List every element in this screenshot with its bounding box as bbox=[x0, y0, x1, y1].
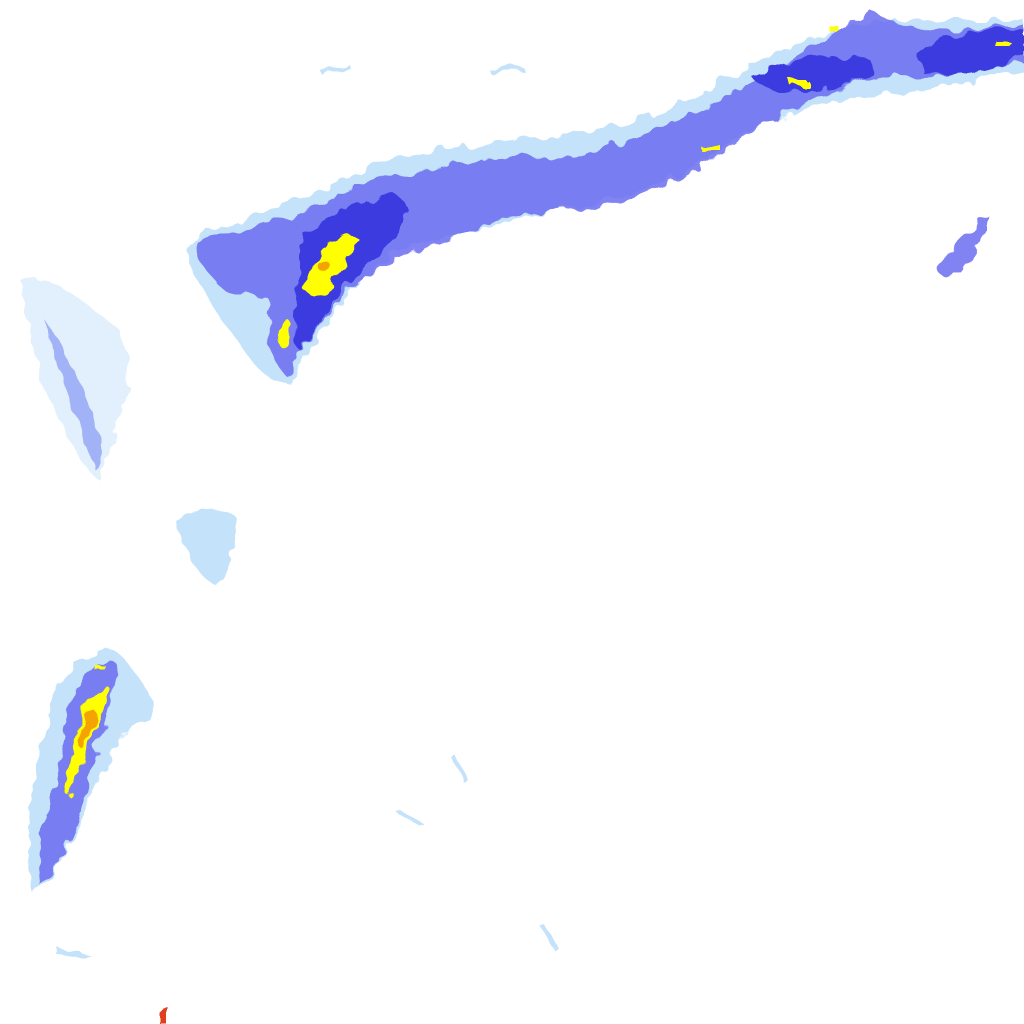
precip-core-ne-4 bbox=[828, 25, 838, 31]
precip-faint-5 bbox=[320, 65, 352, 75]
precip-band-north-medium bbox=[195, 10, 1024, 375]
precip-core-north-small bbox=[277, 318, 290, 348]
precip-core-ne-3 bbox=[995, 40, 1009, 46]
precip-west-light-2 bbox=[20, 278, 129, 480]
precip-faint-1 bbox=[451, 755, 467, 782]
precip-core-sw-small bbox=[95, 665, 105, 670]
precip-cell-e-medium bbox=[938, 215, 989, 277]
precip-faint-3 bbox=[397, 810, 425, 828]
precip-faint-6 bbox=[490, 64, 522, 75]
precip-cell-ne-heavy bbox=[750, 55, 872, 92]
precip-core-ne-1 bbox=[790, 80, 808, 86]
precip-core-north-yellow bbox=[305, 234, 358, 296]
precip-faint-2 bbox=[541, 925, 560, 952]
precip-faint-4 bbox=[58, 950, 90, 961]
precip-west-light-1 bbox=[175, 508, 238, 585]
precip-core-north-orange bbox=[317, 260, 331, 272]
precip-band-north-heavy bbox=[294, 195, 407, 350]
precip-core-sw-orange bbox=[78, 710, 97, 748]
precip-core-ne-2 bbox=[700, 145, 720, 150]
precip-cell-ne2-heavy bbox=[920, 28, 1024, 75]
precip-cell-bottom bbox=[160, 1005, 166, 1024]
